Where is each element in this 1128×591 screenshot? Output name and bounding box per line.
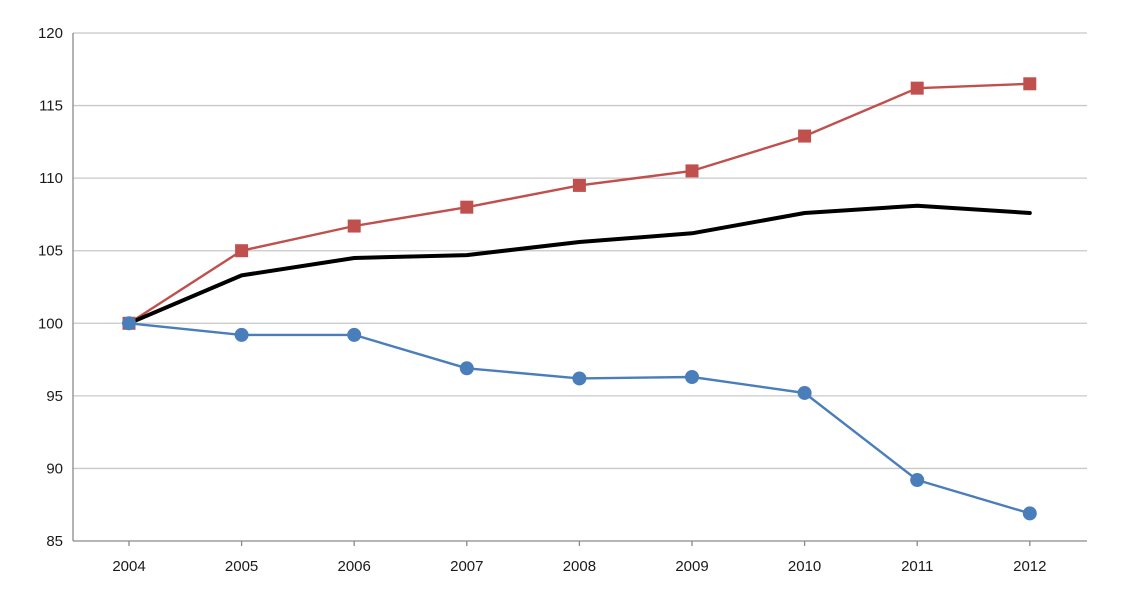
data-point-blue-circle [910, 473, 925, 488]
data-point-blue-circle [122, 316, 136, 331]
series-line-black [127, 203, 1032, 326]
y-tick-label: 90 [46, 460, 63, 477]
series-line-red-square [127, 82, 1031, 325]
data-point-red-square [1023, 77, 1037, 91]
x-tick-label: 2005 [225, 558, 258, 575]
x-tick-label: 2010 [788, 558, 821, 575]
x-tick-label: 2004 [112, 558, 145, 575]
data-point-red-square [572, 178, 586, 192]
data-point-blue-circle [685, 369, 699, 384]
series-markers [122, 77, 1037, 521]
data-point-red-square [460, 200, 474, 214]
data-point-blue-circle [1022, 506, 1037, 521]
data-point-blue-circle [347, 327, 362, 342]
y-tick-label: 85 [46, 533, 63, 550]
data-point-red-square [798, 129, 812, 143]
x-tick-label: 2009 [675, 558, 708, 575]
y-tick-label: 110 [39, 170, 63, 187]
data-point-red-square [235, 244, 249, 258]
data-point-red-square [685, 164, 699, 178]
y-tick-label: 100 [38, 315, 63, 332]
x-tick-label: 2007 [450, 558, 483, 575]
data-point-red-square [347, 219, 361, 233]
series-line-blue-circle [127, 322, 1031, 515]
x-tick-label: 2008 [563, 558, 596, 575]
data-point-red-square [910, 81, 924, 95]
axes [72, 33, 1087, 546]
x-tick-label: 2006 [338, 558, 371, 575]
data-point-blue-circle [459, 361, 474, 376]
y-tick-label: 120 [38, 25, 63, 42]
x-tick-label: 2011 [901, 558, 933, 575]
data-point-blue-circle [234, 327, 249, 342]
gridlines [73, 32, 1087, 470]
y-tick-label: 95 [46, 388, 63, 405]
data-point-blue-circle [572, 371, 587, 386]
tick-labels: 85 90 95 100 105 110 115 120 2004 2005 2006 2007 200… [38, 25, 1047, 575]
data-point-blue-circle [797, 385, 812, 400]
series-lines [127, 82, 1032, 515]
y-tick-label: 105 [38, 243, 63, 260]
x-tick-label: 2012 [1013, 558, 1046, 575]
y-tick-label: 115 [39, 98, 63, 115]
